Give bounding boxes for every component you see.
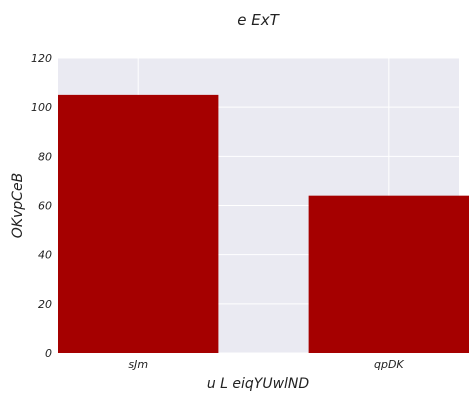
y-tick-labels: 0 20 40 60 80 100 120 (31, 52, 52, 360)
x-tick-label: qpDK (374, 358, 404, 371)
x-tick-label: sJm (128, 358, 148, 371)
y-axis-label: OKvpCeB (10, 173, 26, 238)
y-tick-label: 0 (45, 347, 52, 360)
chart-title: e ExT (237, 11, 280, 29)
y-tick-label: 120 (31, 52, 52, 65)
bar-qpDK (308, 195, 469, 353)
y-tick-label: 60 (38, 200, 52, 213)
bars (58, 94, 469, 353)
y-tick-label: 20 (38, 298, 52, 311)
y-tick-label: 80 (38, 150, 52, 163)
x-tick-labels: sJm qpDK (128, 358, 404, 371)
y-tick-label: 40 (38, 249, 52, 262)
y-tick-label: 100 (31, 101, 52, 114)
bar-sJm (58, 94, 219, 353)
x-axis-label: u L eiqYUwlND (207, 376, 310, 392)
